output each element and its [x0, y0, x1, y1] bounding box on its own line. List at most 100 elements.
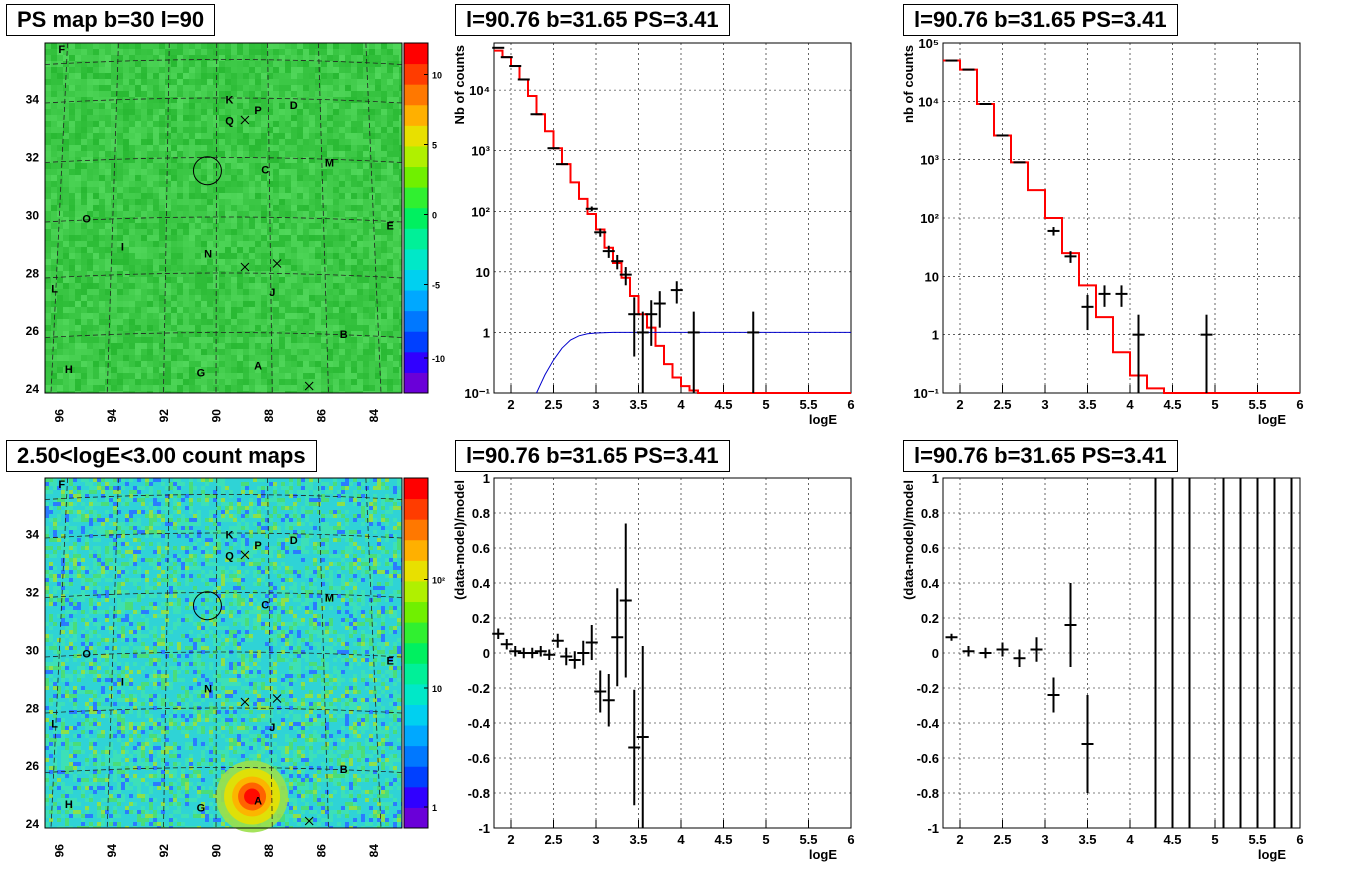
- count-map-parallel: [44, 767, 403, 773]
- count-map-source-label: I: [121, 677, 124, 689]
- ps-map-colorbar-swatch: [404, 372, 428, 394]
- residual-2-y-tick: 0.8: [921, 506, 939, 521]
- residual-2-x-tick: 5: [1211, 832, 1218, 847]
- count-map-x-tick: 90: [210, 844, 224, 858]
- ps-map-parallel: [44, 157, 403, 163]
- count-map-y-tick: 34: [26, 528, 40, 542]
- count-map-cross-marker: [240, 697, 250, 707]
- residual-1-x-tick: 4.5: [714, 832, 732, 847]
- ps-map-source-label: H: [65, 364, 73, 376]
- ps-map-source-label: E: [386, 221, 393, 233]
- spectrum-1-y-tick: 10⁻¹: [464, 386, 490, 401]
- residual-2-x-tick: 3: [1041, 832, 1048, 847]
- residual-2-y-tick: 0.2: [921, 611, 939, 626]
- residual-1-x-tick: 6: [847, 832, 854, 847]
- ps-map-colorbar-swatch: [404, 310, 428, 332]
- count-map-y-tick: 28: [26, 701, 40, 715]
- residual-1-y-tick: 0.2: [472, 611, 490, 626]
- count-map-source-label: N: [204, 684, 212, 696]
- ps-map-colorbar-swatch: [404, 187, 428, 209]
- spectrum-1-y-tick: 10²: [471, 204, 490, 219]
- spectrum-1-x-tick: 3.5: [629, 397, 647, 412]
- spectrum-1-model-blue: [536, 331, 851, 394]
- spectrum-1-frame: [493, 42, 852, 394]
- count-map-colorbar-swatch: [404, 807, 428, 829]
- count-map-source-label: O: [82, 649, 91, 661]
- ps-map-colorbar-swatch: [404, 290, 428, 312]
- residual-2-y-tick: -0.4: [917, 716, 940, 731]
- ps-map-colorbar-swatch: [404, 248, 428, 270]
- residual-1-x-tick: 2: [507, 832, 514, 847]
- count-map-cross-marker: [272, 694, 282, 703]
- count-map-source-label: G: [197, 803, 206, 815]
- ps-map-parallel: [44, 216, 403, 223]
- residual-1-y-tick: 0.4: [472, 576, 491, 591]
- count-map-meridian: [106, 477, 119, 829]
- ps-map-source-label: B: [340, 329, 348, 341]
- count-map-meridian: [50, 477, 68, 829]
- residual-1-x-tick: 4: [677, 832, 685, 847]
- count-map-parallel: [44, 651, 403, 658]
- ps-map-colorbar-label: -5: [432, 281, 440, 291]
- ps-map-cross-marker: [304, 381, 314, 391]
- count-map-colorbar-swatch: [404, 766, 428, 788]
- spectrum-1-x-tick: 3: [592, 397, 599, 412]
- residual-1-y-tick: -0.2: [468, 681, 490, 696]
- count-map-cross-marker: [304, 816, 314, 826]
- spectrum-1-y-tick: 1: [483, 325, 490, 340]
- spectrum-2-y-tick: 10⁻¹: [913, 386, 939, 401]
- ps-map-colorbar-swatch: [404, 351, 428, 373]
- ps-map-source-label: C: [261, 165, 269, 177]
- spectrum-1-title: l=90.76 b=31.65 PS=3.41: [455, 4, 730, 36]
- ps-map-source-label: N: [204, 249, 212, 261]
- residual-1-ylabel: (data-model)/model: [452, 480, 467, 600]
- count-map-x-tick: 88: [262, 844, 276, 858]
- spectrum-2-y-tick: 10: [925, 269, 939, 284]
- ps-map-colorbar-swatch: [404, 228, 428, 250]
- ps-map-x-tick: 86: [315, 409, 329, 423]
- residual-1-x-tick: 2.5: [544, 832, 562, 847]
- count-map-x-tick: 84: [367, 844, 381, 858]
- residual-1-y-tick: -0.4: [468, 716, 491, 731]
- count-map-y-tick: 32: [26, 586, 40, 600]
- residual-1-y-tick: -1: [478, 821, 490, 836]
- ps-map-colorbar-frame: [403, 42, 429, 394]
- ps-map-colorbar-label: 10: [432, 71, 442, 81]
- count-map-source-label: A: [254, 796, 262, 808]
- ps-map-parallel: [44, 59, 403, 65]
- ps-map-colorbar-label: 5: [432, 141, 437, 151]
- count-map-colorbar-swatch: [404, 498, 428, 520]
- ps-map-x-tick: 88: [262, 409, 276, 423]
- spectrum-1-y-tick: 10⁴: [469, 83, 490, 98]
- residual-2-y-tick: 1: [932, 471, 939, 486]
- residual-2-title: l=90.76 b=31.65 PS=3.41: [903, 440, 1178, 472]
- count-map-source-label: L: [51, 719, 58, 731]
- ps-map-y-tick: 24: [26, 382, 40, 396]
- count-map-colorbar-swatch: [404, 663, 428, 685]
- spectrum-1-x-tick: 2.5: [544, 397, 562, 412]
- count-map-source-label: K: [226, 530, 234, 542]
- ps-map-colorbar-swatch: [404, 125, 428, 147]
- count-map-colorbar-swatch: [404, 478, 428, 500]
- ps-map-cross-marker: [240, 262, 250, 272]
- spectrum-2-xlabel: logE: [1258, 412, 1286, 427]
- residual-2-xlabel: logE: [1258, 847, 1286, 862]
- ps-map-source-label: J: [269, 287, 275, 299]
- spectrum-2-x-tick: 6: [1296, 397, 1303, 412]
- ps-map-colorbar-swatch: [404, 166, 428, 188]
- count-map-parallel: [44, 494, 403, 500]
- count-map-colorbar-swatch: [404, 725, 428, 747]
- spectrum-2-frame: [942, 42, 1301, 394]
- spectrum-2-y-tick: 10³: [920, 153, 939, 168]
- residual-1-x-tick: 5: [762, 832, 769, 847]
- residual-1-x-tick: 5.5: [799, 832, 817, 847]
- count-map-meridian: [365, 477, 382, 829]
- ps-map-meridian: [50, 42, 68, 394]
- ps-map-source-label: L: [51, 284, 58, 296]
- residual-1-y-tick: 1: [483, 471, 490, 486]
- count-map-colorbar-label: 1: [432, 803, 437, 813]
- spectrum-1-x-tick: 2: [507, 397, 514, 412]
- residual-1-y-tick: -0.6: [468, 751, 490, 766]
- count-map-source-glow: [244, 788, 261, 805]
- count-map-source-label: J: [269, 722, 275, 734]
